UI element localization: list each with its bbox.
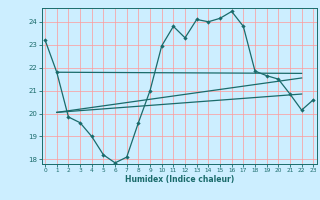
X-axis label: Humidex (Indice chaleur): Humidex (Indice chaleur) [124, 175, 234, 184]
